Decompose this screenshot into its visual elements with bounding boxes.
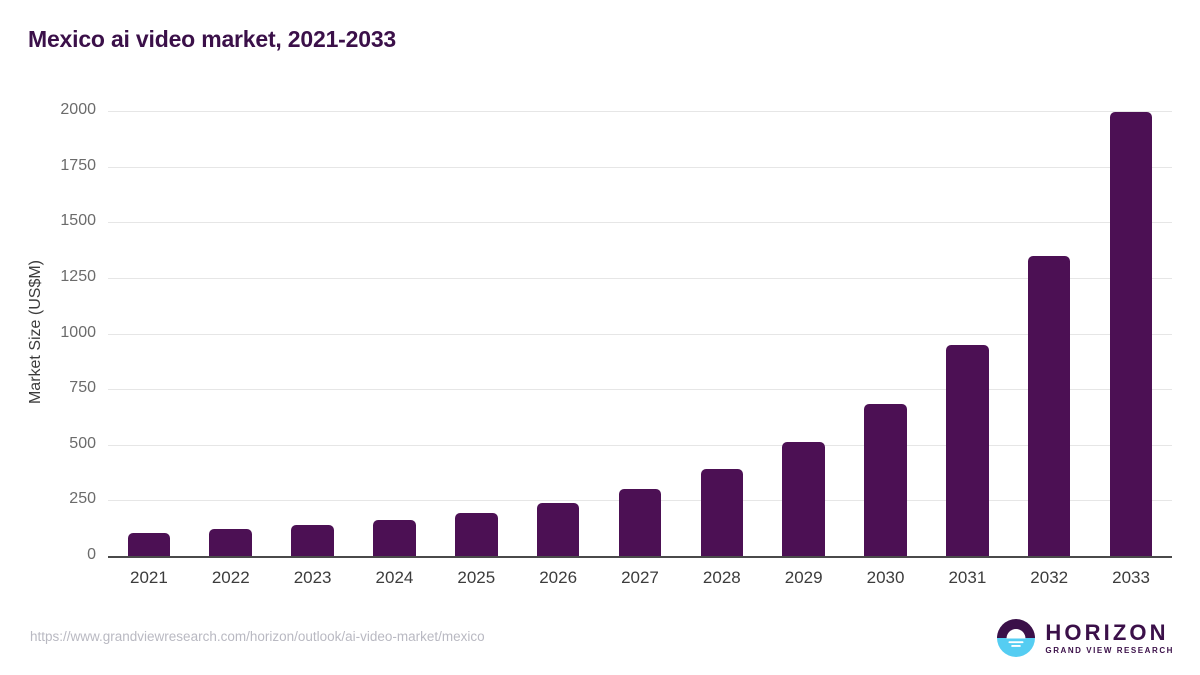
bar-2021[interactable] [127, 532, 171, 556]
gridline [108, 333, 1172, 335]
bar-2030[interactable] [864, 403, 907, 556]
bar-2026[interactable] [536, 503, 580, 556]
bar-2027[interactable] [618, 489, 662, 556]
bar-2025[interactable] [455, 513, 498, 556]
gridline [108, 389, 1172, 391]
bar-2031[interactable] [946, 345, 989, 556]
bar-2029[interactable] [782, 442, 825, 556]
gridline [108, 111, 1172, 112]
x-tick-label: 2024 [375, 568, 414, 587]
x-tick-label: 2023 [293, 568, 332, 587]
x-tick-label: 2022 [211, 568, 250, 587]
horizon-logo: HORIZON GRAND VIEW RESEARCH [996, 618, 1174, 658]
y-tick-label: 1000 [60, 323, 96, 341]
page-title: Mexico ai video market, 2021-2033 [28, 26, 397, 52]
y-tick-label: 1250 [60, 267, 96, 285]
gridline [108, 277, 1172, 279]
bar-2024[interactable] [373, 519, 416, 556]
horizon-logo-icon [997, 619, 1036, 657]
x-tick-label: 2033 [1112, 568, 1150, 587]
y-tick-label: 250 [69, 490, 96, 508]
horizon-logo-text: HORIZON GRAND VIEW RESEARCH [1045, 621, 1174, 656]
y-tick-label: 1500 [60, 212, 96, 230]
y-tick-label: 0 [87, 546, 96, 563]
bar-2032[interactable] [1027, 255, 1071, 556]
source-url: https://www.grandviewresearch.com/horizo… [30, 629, 485, 644]
horizon-wordmark: HORIZON [1045, 619, 1169, 645]
bar-2033[interactable] [1109, 112, 1153, 556]
x-tick-label: 2028 [702, 568, 741, 587]
y-tick-label: 1750 [60, 156, 96, 174]
x-tick-label: 2029 [784, 568, 823, 587]
gridline [108, 166, 1172, 168]
bar-2028[interactable] [700, 469, 744, 556]
gridline [108, 222, 1172, 224]
gridline [108, 444, 1172, 446]
x-tick-label: 2030 [866, 568, 905, 587]
x-tick-label: 2027 [621, 568, 659, 587]
x-tick-label: 2032 [1030, 568, 1069, 587]
y-tick-label: 750 [69, 379, 96, 397]
y-tick-label: 2000 [60, 101, 96, 118]
bar-2023[interactable] [291, 525, 334, 556]
y-tick-label: 500 [69, 434, 96, 452]
x-tick-label: 2021 [130, 568, 168, 587]
x-tick-label: 2025 [457, 568, 496, 587]
horizon-subtitle: GRAND VIEW RESEARCH [1045, 645, 1174, 655]
x-tick-label: 2031 [948, 568, 987, 587]
bar-2022[interactable] [209, 529, 253, 556]
x-tick-label: 2026 [539, 568, 578, 587]
x-axis-line [108, 556, 1172, 558]
